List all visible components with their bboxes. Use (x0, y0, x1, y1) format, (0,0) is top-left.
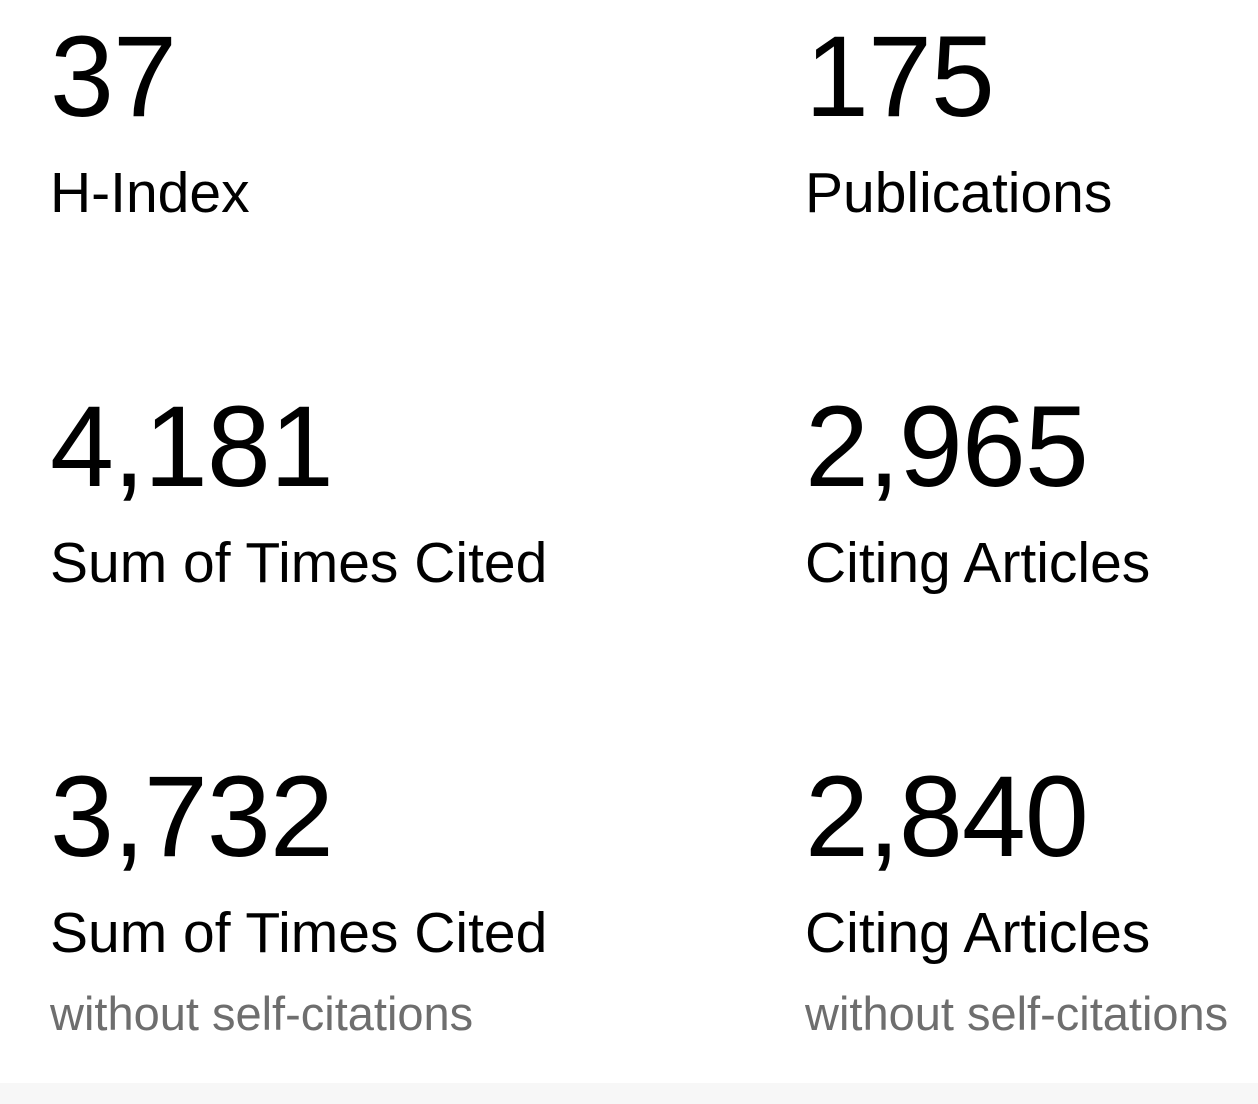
sum-times-cited-value: 4,181 (50, 383, 334, 511)
publications-label: Publications (805, 161, 1113, 225)
metric-tile-sum-times-cited: 4,181 Sum of Times Cited (50, 390, 547, 592)
citing-articles-no-self-label: Citing Articles (805, 901, 1151, 965)
citing-articles-no-self-sublabel: without self-citations (805, 987, 1229, 1040)
citing-articles-label: Citing Articles (805, 531, 1151, 595)
citing-articles-value: 2,965 (805, 383, 1089, 511)
sum-times-cited-label: Sum of Times Cited (50, 531, 548, 595)
h-index-value: 37 (50, 13, 177, 141)
metric-tile-citing-articles-no-self: 2,840 Citing Articles without self-citat… (805, 753, 1229, 1040)
metric-tile-publications: 175 Publications (805, 20, 1112, 222)
sum-times-cited-no-self-sublabel: without self-citations (50, 987, 474, 1040)
metric-tile-h-index: 37 H-Index (50, 20, 250, 222)
citing-articles-no-self-value: 2,840 (805, 753, 1089, 881)
publications-value: 175 (805, 13, 995, 141)
sum-times-cited-no-self-label: Sum of Times Cited (50, 901, 548, 965)
h-index-label: H-Index (50, 161, 250, 225)
metric-tile-citing-articles: 2,965 Citing Articles (805, 390, 1150, 592)
panel-bottom-edge (0, 1083, 1258, 1104)
sum-times-cited-no-self-value: 3,732 (50, 753, 334, 881)
metric-tile-sum-times-cited-no-self: 3,732 Sum of Times Cited without self-ci… (50, 753, 548, 1040)
